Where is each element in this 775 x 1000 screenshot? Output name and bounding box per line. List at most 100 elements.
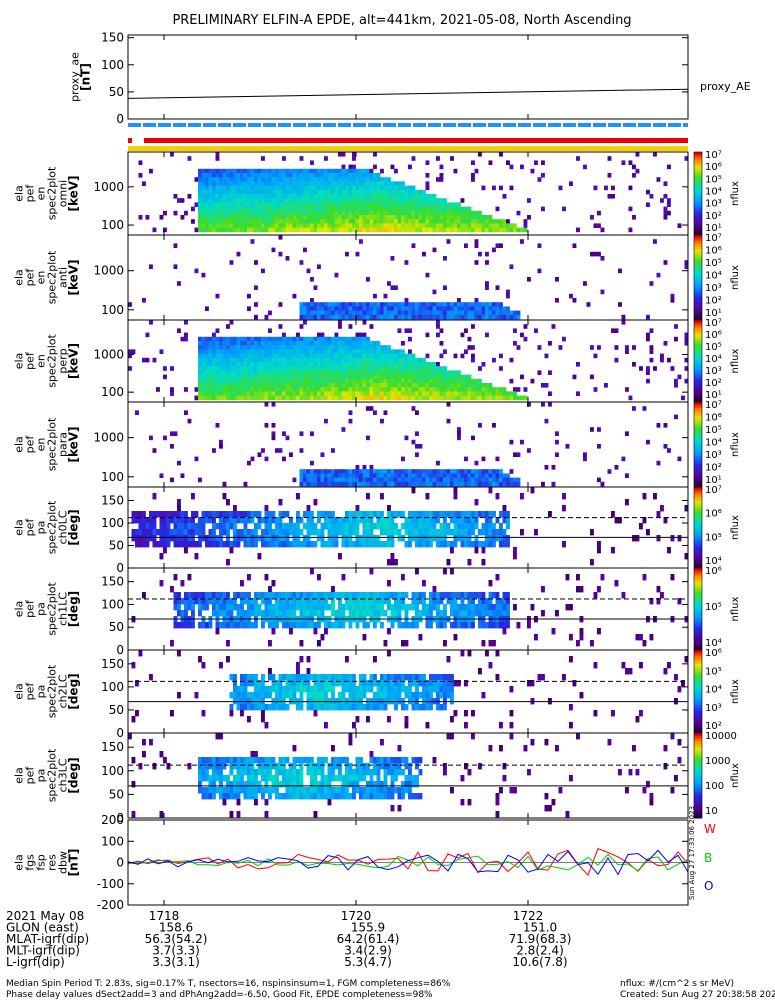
heatmap-cell: [278, 592, 283, 599]
heatmap-cell: [292, 370, 297, 375]
heatmap-cell: [261, 194, 265, 199]
heatmap-cell: [369, 604, 374, 611]
heatmap-cell: [502, 628, 507, 635]
heatmap-cell: [334, 374, 339, 380]
heatmap-cell: [261, 592, 265, 599]
heatmap-cell: [152, 529, 157, 536]
heatmap-cell: [285, 692, 290, 699]
heatmap-cell: [250, 189, 255, 195]
colorbar-step: [694, 614, 702, 618]
heatmap-cell: [313, 370, 318, 375]
heatmap-cell: [376, 604, 381, 611]
heatmap-cell: [306, 477, 311, 483]
heatmap-cell: [219, 366, 223, 371]
heatmap-cell: [467, 469, 472, 474]
heatmap-cell: [607, 173, 612, 178]
heatmap-cell: [275, 173, 279, 178]
heatmap-cell: [310, 345, 314, 350]
heatmap-cell: [411, 391, 416, 396]
heatmap-cell: [366, 314, 370, 320]
heatmap-cell: [292, 604, 297, 611]
heatmap-cell: [446, 473, 451, 478]
heatmap-cell: [411, 198, 416, 203]
heatmap-cell: [355, 219, 360, 224]
heatmap-cell: [677, 223, 682, 228]
heatmap-cell: [369, 366, 374, 371]
heatmap-cell: [327, 202, 332, 207]
heatmap-cell: [457, 383, 461, 388]
heatmap-cell: [481, 622, 486, 629]
heatmap-cell: [338, 622, 342, 629]
heatmap-cell: [348, 362, 353, 367]
colorbar-step: [694, 229, 702, 233]
heatmap-cell: [303, 210, 307, 216]
colorbar-step: [694, 508, 702, 512]
heatmap-cell: [443, 227, 447, 233]
heatmap-cell: [481, 362, 486, 367]
heatmap-cell: [303, 306, 307, 311]
heatmap-cell: [453, 378, 458, 384]
heatmap-cell: [278, 692, 283, 699]
heatmap-cell: [313, 680, 318, 687]
heatmap-cell: [411, 535, 416, 542]
heatmap-cell: [205, 198, 209, 203]
heatmap-cell: [453, 210, 458, 216]
heatmap-cell: [226, 499, 230, 506]
heatmap-cell: [338, 598, 342, 605]
heatmap-cell: [212, 374, 216, 380]
heatmap-cell: [320, 219, 325, 224]
heatmap-cell: [289, 610, 293, 617]
heatmap-cell: [261, 156, 265, 161]
heatmap-cell: [366, 610, 370, 617]
heatmap-cell: [254, 210, 258, 216]
heatmap-cell: [191, 206, 195, 212]
heatmap-cell: [348, 529, 353, 536]
heatmap-cell: [401, 366, 405, 371]
heatmap-cell: [159, 535, 164, 542]
heatmap-cell: [233, 535, 237, 542]
heatmap-cell: [292, 378, 297, 384]
heatmap-cell: [334, 345, 339, 350]
heatmap-cell: [163, 511, 167, 518]
heatmap-cell: [380, 314, 384, 320]
heatmap-cell: [261, 215, 265, 220]
colorbar-step: [694, 257, 702, 261]
heatmap-cell: [254, 349, 258, 354]
heatmap-cell: [425, 387, 430, 392]
heatmap-cell: [362, 349, 367, 354]
heatmap-cell: [352, 610, 356, 617]
heatmap-cell: [338, 215, 342, 220]
heatmap-cell: [404, 378, 409, 384]
heatmap-cell: [460, 541, 465, 548]
heatmap-cell: [299, 692, 304, 699]
heatmap-cell: [418, 481, 423, 487]
heatmap-cell: [383, 391, 388, 396]
heatmap-cell: [439, 473, 444, 478]
heatmap-cell: [331, 535, 335, 542]
heatmap-cell: [320, 395, 325, 401]
heatmap-cell: [366, 310, 370, 316]
heatmap-cell: [257, 181, 262, 186]
heatmap-cell: [502, 310, 507, 316]
heatmap-cell: [320, 704, 325, 711]
heatmap-cell: [254, 336, 258, 342]
heatmap-cell: [236, 366, 241, 371]
heatmap-cell: [471, 353, 475, 359]
heatmap-cell: [341, 227, 346, 233]
heatmap-cell: [506, 473, 510, 478]
heatmap-cell: [380, 610, 384, 617]
heatmap-cell: [282, 223, 286, 228]
heatmap-cell: [324, 194, 328, 199]
heatmap-cell: [499, 302, 503, 307]
heatmap-cell: [285, 541, 290, 548]
heatmap-cell: [222, 227, 227, 233]
heatmap-cell: [338, 383, 342, 388]
heatmap-cell: [289, 206, 293, 212]
heatmap-cell: [359, 378, 363, 384]
heatmap-cell: [373, 469, 377, 474]
heatmap-cell: [271, 185, 276, 191]
heatmap-cell: [292, 198, 297, 203]
heatmap-cell: [474, 378, 479, 384]
heatmap-cell: [219, 353, 223, 359]
heatmap-cell: [296, 173, 300, 178]
